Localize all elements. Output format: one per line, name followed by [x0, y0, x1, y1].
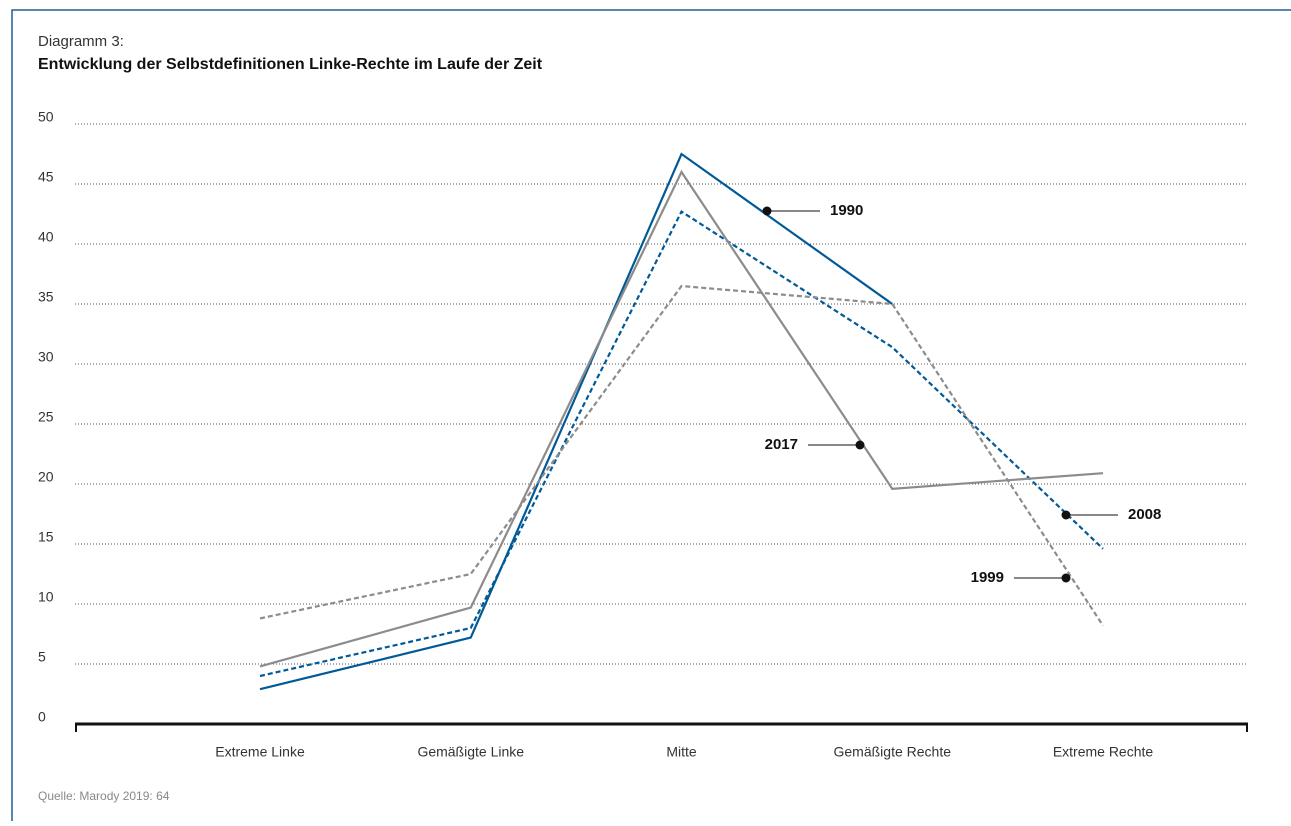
series-label: 1999	[971, 569, 1004, 586]
y-tick-label: 40	[38, 229, 54, 245]
y-tick-label: 10	[38, 589, 54, 605]
y-tick-label: 25	[38, 409, 54, 425]
annotation-dot	[762, 206, 772, 216]
annotation-dot	[1061, 510, 1071, 520]
x-tick-label: Mitte	[666, 744, 697, 760]
y-tick-label: 15	[38, 529, 54, 545]
series-label: 1990	[830, 202, 863, 219]
source: Quelle: Marody 2019: 64	[38, 789, 170, 803]
series-line	[259, 152, 893, 691]
series-label: 2008	[1128, 506, 1161, 523]
x-tick-label: Gemäßigte Linke	[417, 744, 524, 760]
y-tick-label: 30	[38, 349, 54, 365]
x-tick-label: Gemäßigte Rechte	[834, 744, 952, 760]
y-tick-label: 35	[38, 289, 54, 305]
annotation-dot	[855, 440, 865, 450]
frame	[11, 9, 1291, 821]
y-tick-label: 0	[38, 709, 46, 725]
series-line	[259, 210, 1104, 678]
annotation-dot	[1061, 573, 1071, 583]
chart-title: Diagramm 3:	[38, 33, 124, 50]
y-tick-label: 45	[38, 169, 54, 185]
y-tick-label: 50	[38, 109, 54, 125]
y-tick-label: 20	[38, 469, 54, 485]
y-tick-label: 5	[38, 649, 46, 665]
x-tick-label: Extreme Linke	[215, 744, 305, 760]
chart-subtitle: Entwicklung der Selbstdefinitionen Linke…	[38, 56, 543, 73]
x-tick-label: Extreme Rechte	[1053, 744, 1154, 760]
series-label: 2017	[765, 436, 798, 453]
series-line	[259, 169, 1104, 668]
series-line	[259, 284, 1104, 627]
